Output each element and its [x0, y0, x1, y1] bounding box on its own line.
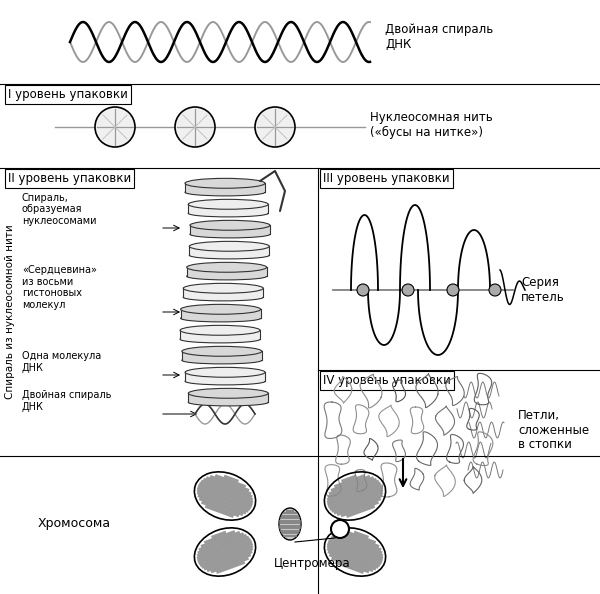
FancyBboxPatch shape [181, 309, 260, 318]
FancyBboxPatch shape [185, 184, 265, 192]
FancyBboxPatch shape [190, 247, 269, 255]
Text: «Сердцевина»
из восьми
гистоновых
молекул: «Сердцевина» из восьми гистоновых молеку… [22, 265, 97, 310]
Text: Серия
петель: Серия петель [521, 276, 565, 304]
Circle shape [95, 107, 135, 147]
Text: IV уровень упаковки: IV уровень упаковки [323, 374, 451, 387]
Circle shape [255, 107, 295, 147]
FancyBboxPatch shape [188, 204, 268, 213]
Text: III уровень упаковки: III уровень упаковки [323, 172, 449, 185]
Ellipse shape [190, 241, 269, 251]
Ellipse shape [187, 263, 266, 272]
Text: Одна молекула
ДНК: Одна молекула ДНК [22, 352, 101, 373]
Text: Нуклеосомная нить
(«бусы на нитке»): Нуклеосомная нить («бусы на нитке») [370, 111, 493, 139]
Circle shape [175, 107, 215, 147]
FancyBboxPatch shape [183, 288, 263, 298]
FancyBboxPatch shape [190, 225, 270, 234]
FancyBboxPatch shape [180, 330, 260, 339]
Ellipse shape [185, 378, 265, 385]
Ellipse shape [180, 326, 260, 335]
Ellipse shape [182, 346, 262, 356]
Ellipse shape [187, 273, 266, 280]
Text: Центромера: Центромера [274, 558, 350, 570]
Circle shape [357, 284, 369, 296]
FancyBboxPatch shape [188, 393, 268, 402]
Circle shape [447, 284, 459, 296]
Ellipse shape [181, 304, 260, 314]
Circle shape [331, 520, 349, 538]
Circle shape [489, 284, 501, 296]
Ellipse shape [185, 189, 265, 196]
Text: Двойная спираль
ДНК: Двойная спираль ДНК [22, 390, 112, 412]
Ellipse shape [185, 367, 265, 377]
Text: Двойная спираль
ДНК: Двойная спираль ДНК [385, 23, 493, 51]
Ellipse shape [190, 252, 269, 259]
Text: I уровень упаковки: I уровень упаковки [8, 88, 128, 101]
Text: Спираль,
образуемая
нуклеосомами: Спираль, образуемая нуклеосомами [22, 193, 97, 226]
Circle shape [402, 284, 414, 296]
Ellipse shape [188, 399, 268, 406]
Ellipse shape [183, 283, 263, 293]
Ellipse shape [181, 315, 260, 322]
Ellipse shape [279, 508, 301, 540]
FancyBboxPatch shape [187, 267, 266, 276]
Text: Петли,
сложенные
в стопки: Петли, сложенные в стопки [518, 409, 589, 451]
Ellipse shape [180, 336, 260, 343]
Ellipse shape [185, 178, 265, 188]
Text: Хромосома: Хромосома [38, 517, 111, 530]
Ellipse shape [183, 293, 263, 301]
Ellipse shape [188, 200, 268, 209]
FancyBboxPatch shape [182, 351, 262, 361]
Text: II уровень упаковки: II уровень упаковки [8, 172, 131, 185]
Text: Спираль из нуклеосомной нити: Спираль из нуклеосомной нити [5, 225, 15, 399]
Ellipse shape [190, 230, 270, 238]
FancyBboxPatch shape [185, 372, 265, 381]
Ellipse shape [188, 388, 268, 398]
Ellipse shape [190, 220, 270, 230]
Ellipse shape [182, 357, 262, 364]
Ellipse shape [188, 210, 268, 217]
